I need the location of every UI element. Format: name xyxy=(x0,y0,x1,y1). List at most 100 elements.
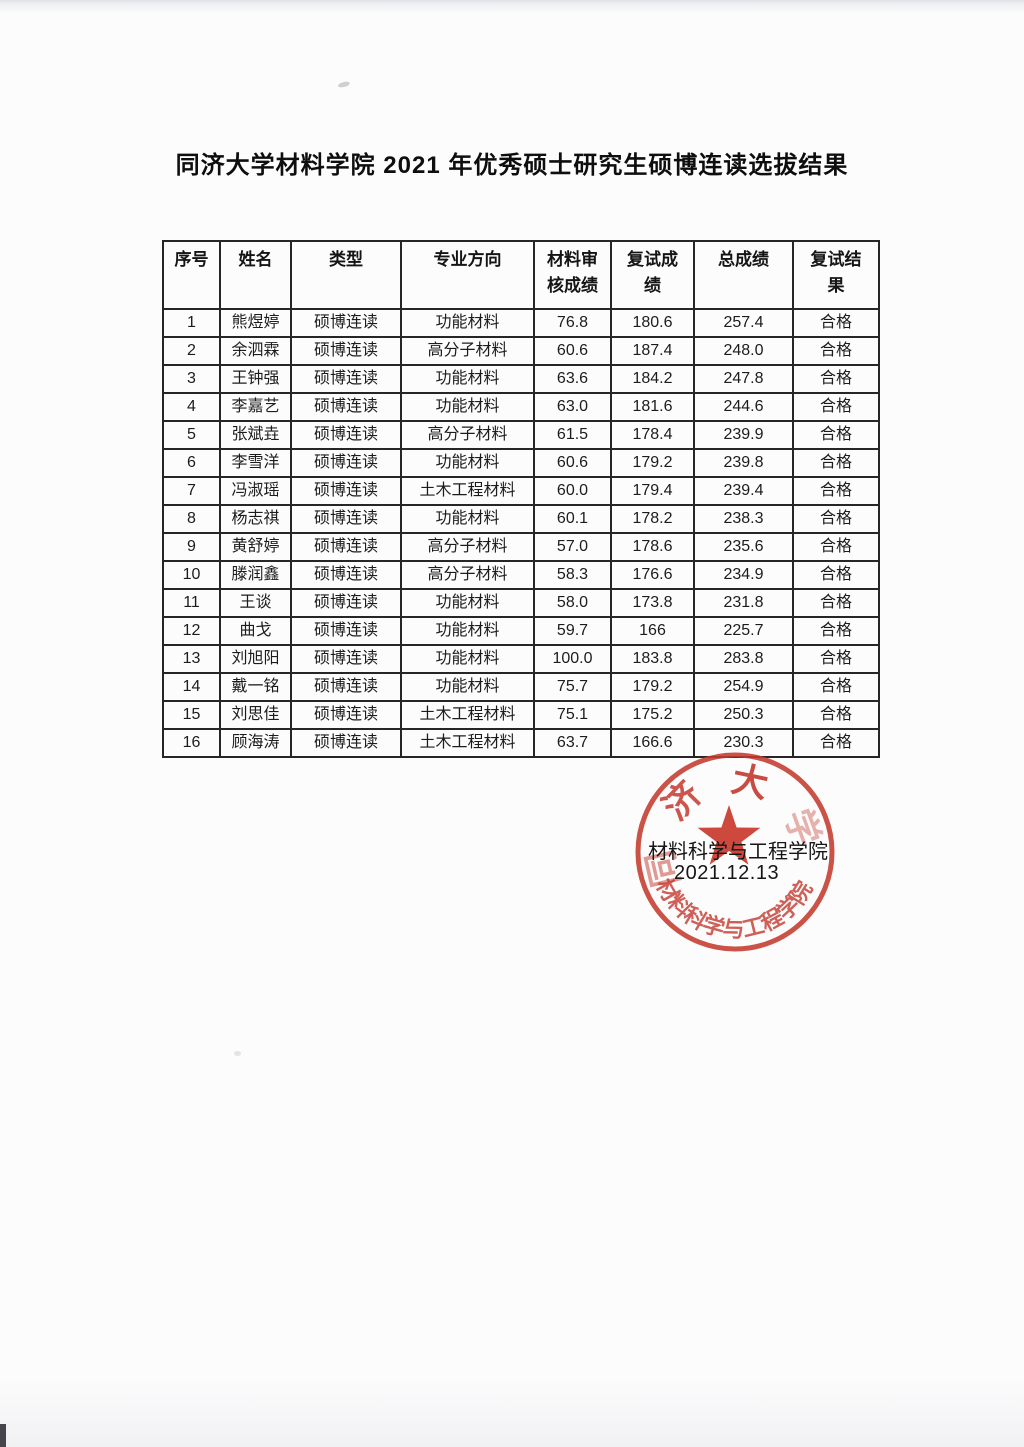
page-title: 同济大学材料学院 2021 年优秀硕士研究生硕博连读选拔结果 xyxy=(175,152,849,179)
cell-major: 功能材料 xyxy=(400,364,535,394)
cell-name: 熊煜婷 xyxy=(219,308,292,338)
cell-result: 合格 xyxy=(792,420,880,450)
cell-type: 硕博连读 xyxy=(290,308,402,338)
cell-result: 合格 xyxy=(792,448,880,478)
cell-interview_score: 175.2 xyxy=(610,700,695,730)
cell-no: 10 xyxy=(162,560,221,590)
cell-name: 王钟强 xyxy=(219,364,292,394)
signature-department: 材料科学与工程学院 xyxy=(648,841,828,863)
cell-interview_score: 187.4 xyxy=(610,336,695,366)
cell-material_score: 63.0 xyxy=(533,392,612,422)
cell-no: 6 xyxy=(162,448,221,478)
cell-result: 合格 xyxy=(792,308,880,338)
cell-interview_score: 183.8 xyxy=(610,644,695,674)
cell-material_score: 100.0 xyxy=(533,644,612,674)
cell-no: 13 xyxy=(162,644,221,674)
table-row: 7 冯淑瑶 硕博连读 土木工程材料 60.0 179.4 239.4 合格 xyxy=(162,476,880,506)
scan-speck xyxy=(337,80,351,89)
cell-total_score: 239.4 xyxy=(693,476,794,506)
cell-interview_score: 166 xyxy=(610,616,695,646)
table-body: 1 熊煜婷 硕博连读 功能材料 76.8 180.6 257.4 合格 2 余泗霖 硕博连读 高分子材… xyxy=(162,308,880,758)
cell-result: 合格 xyxy=(792,392,880,422)
cell-result: 合格 xyxy=(792,588,880,618)
cell-name: 杨志祺 xyxy=(219,504,292,534)
table-row: 12 曲戈 硕博连读 功能材料 59.7 166 225.7 合格 xyxy=(162,616,880,646)
cell-total_score: 250.3 xyxy=(693,700,794,730)
cell-no: 15 xyxy=(162,700,221,730)
cell-type: 硕博连读 xyxy=(290,728,402,758)
cell-major: 功能材料 xyxy=(400,588,535,618)
cell-type: 硕博连读 xyxy=(290,476,402,506)
scan-artifact-corner xyxy=(0,1424,6,1447)
table-row: 13 刘旭阳 硕博连读 功能材料 100.0 183.8 283.8 合格 xyxy=(162,644,880,674)
cell-type: 硕博连读 xyxy=(290,532,402,562)
cell-name: 顾海涛 xyxy=(219,728,292,758)
cell-result: 合格 xyxy=(792,476,880,506)
cell-total_score: 238.3 xyxy=(693,504,794,534)
cell-material_score: 58.3 xyxy=(533,560,612,590)
header-type: 类型 xyxy=(290,240,402,310)
cell-result: 合格 xyxy=(792,532,880,562)
cell-major: 土木工程材料 xyxy=(400,476,535,506)
cell-interview_score: 179.2 xyxy=(610,672,695,702)
table-row: 1 熊煜婷 硕博连读 功能材料 76.8 180.6 257.4 合格 xyxy=(162,308,880,338)
cell-type: 硕博连读 xyxy=(290,420,402,450)
cell-material_score: 63.7 xyxy=(533,728,612,758)
cell-no: 4 xyxy=(162,392,221,422)
cell-no: 16 xyxy=(162,728,221,758)
cell-name: 张斌垚 xyxy=(219,420,292,450)
cell-material_score: 60.0 xyxy=(533,476,612,506)
cell-major: 高分子材料 xyxy=(400,420,535,450)
cell-total_score: 225.7 xyxy=(693,616,794,646)
cell-result: 合格 xyxy=(792,616,880,646)
cell-major: 土木工程材料 xyxy=(400,700,535,730)
header-total-score: 总成绩 xyxy=(693,240,794,310)
cell-type: 硕博连读 xyxy=(290,336,402,366)
scan-edge-shadow-top xyxy=(0,0,1024,14)
cell-interview_score: 180.6 xyxy=(610,308,695,338)
cell-major: 功能材料 xyxy=(400,392,535,422)
table-row: 11 王谈 硕博连读 功能材料 58.0 173.8 231.8 合格 xyxy=(162,588,880,618)
cell-type: 硕博连读 xyxy=(290,616,402,646)
header-index: 序号 xyxy=(162,240,221,310)
cell-total_score: 254.9 xyxy=(693,672,794,702)
cell-total_score: 234.9 xyxy=(693,560,794,590)
cell-type: 硕博连读 xyxy=(290,672,402,702)
cell-total_score: 231.8 xyxy=(693,588,794,618)
cell-interview_score: 178.2 xyxy=(610,504,695,534)
header-name: 姓名 xyxy=(219,240,292,310)
cell-total_score: 235.6 xyxy=(693,532,794,562)
seal-top-char: 大 xyxy=(728,758,772,806)
cell-name: 曲戈 xyxy=(219,616,292,646)
cell-interview_score: 178.4 xyxy=(610,420,695,450)
cell-major: 高分子材料 xyxy=(400,532,535,562)
cell-material_score: 75.7 xyxy=(533,672,612,702)
cell-result: 合格 xyxy=(792,336,880,366)
cell-material_score: 59.7 xyxy=(533,616,612,646)
cell-result: 合格 xyxy=(792,504,880,534)
table-header: 序号 姓名 类型 专业方向 材料审 核成绩 复试成 绩 总成绩 复试结 果 xyxy=(162,240,880,310)
cell-material_score: 58.0 xyxy=(533,588,612,618)
cell-no: 8 xyxy=(162,504,221,534)
cell-major: 高分子材料 xyxy=(400,336,535,366)
cell-no: 14 xyxy=(162,672,221,702)
cell-name: 戴一铭 xyxy=(219,672,292,702)
cell-no: 11 xyxy=(162,588,221,618)
cell-name: 黄舒婷 xyxy=(219,532,292,562)
cell-result: 合格 xyxy=(792,644,880,674)
signature-date: 2021.12.13 xyxy=(674,862,780,884)
cell-type: 硕博连读 xyxy=(290,392,402,422)
cell-interview_score: 178.6 xyxy=(610,532,695,562)
cell-interview_score: 181.6 xyxy=(610,392,695,422)
table-row: 14 戴一铭 硕博连读 功能材料 75.7 179.2 254.9 合格 xyxy=(162,672,880,702)
table-row: 4 李嘉艺 硕博连读 功能材料 63.0 181.6 244.6 合格 xyxy=(162,392,880,422)
cell-major: 功能材料 xyxy=(400,448,535,478)
cell-total_score: 248.0 xyxy=(693,336,794,366)
cell-interview_score: 184.2 xyxy=(610,364,695,394)
table-row: 6 李雪洋 硕博连读 功能材料 60.6 179.2 239.8 合格 xyxy=(162,448,880,478)
cell-type: 硕博连读 xyxy=(290,448,402,478)
cell-interview_score: 176.6 xyxy=(610,560,695,590)
cell-total_score: 230.3 xyxy=(693,728,794,758)
